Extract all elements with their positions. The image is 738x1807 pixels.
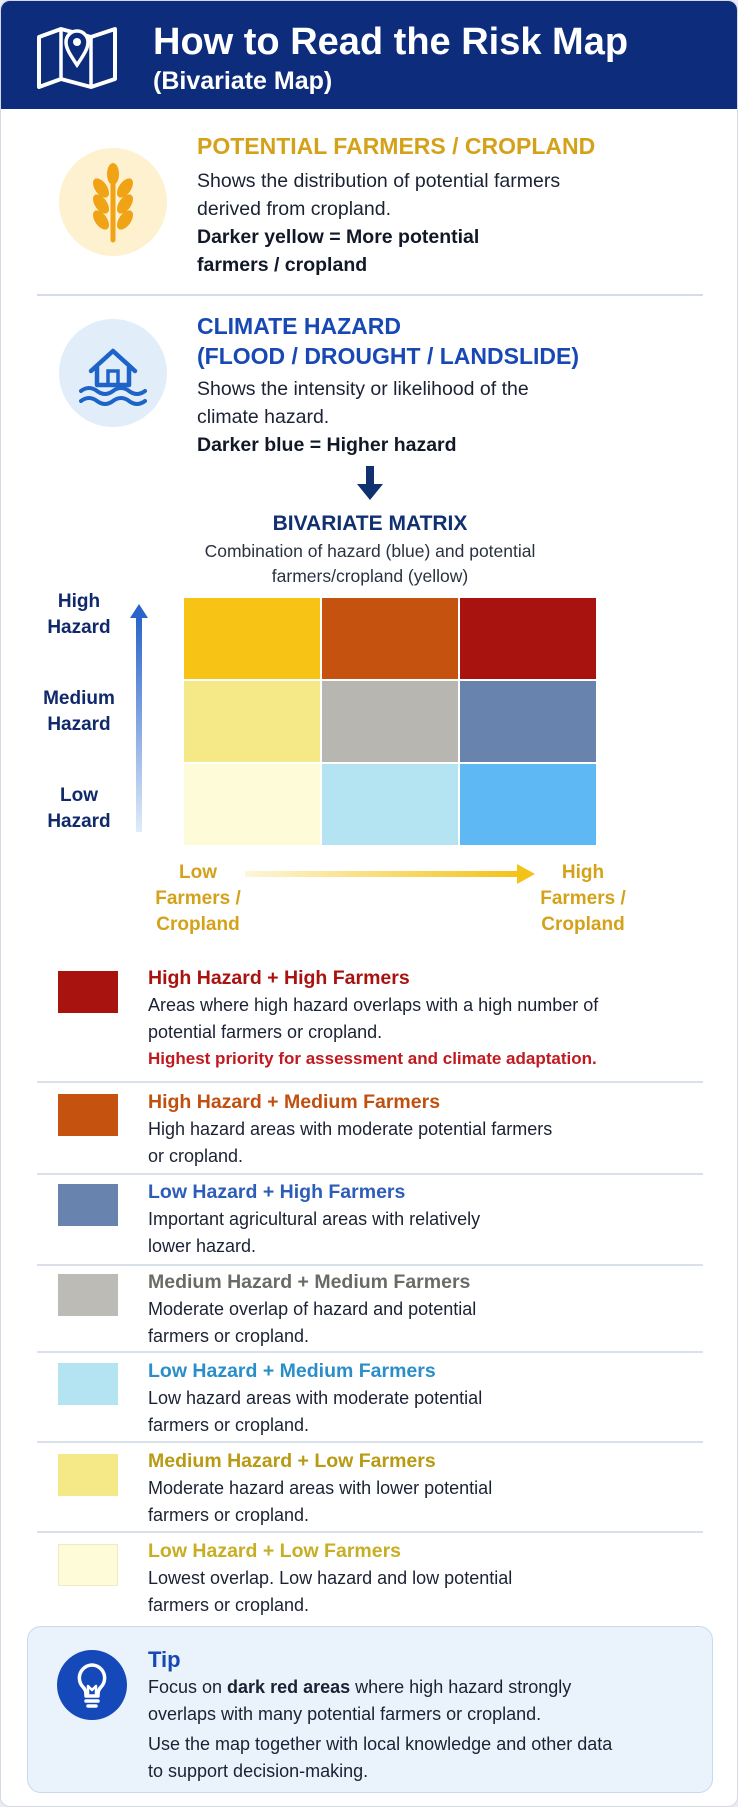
legend-description-line-2: potential farmers or cropland. [148,1022,383,1042]
matrix-cell-high-hazard-medium-farmers [322,598,458,679]
farmers-key-line-2: farmers / cropland [197,254,368,276]
tip-text: where high hazard strongly [350,1677,572,1697]
tip-line-1: Focus on dark red areas where high hazar… [148,1674,571,1701]
lightbulb-icon [77,1663,107,1708]
legend-title: High Hazard + High Farmers [148,967,410,989]
y-label-line: Hazard [47,617,111,638]
y-label-line: Hazard [47,811,111,832]
legend-divider [37,1173,703,1175]
y-label-high-hazard: High Hazard [31,589,127,641]
hazard-description-line-2: climate hazard. [197,406,330,428]
legend-swatch-high-hazard-high-farmers [58,971,118,1013]
x-label-line: High [561,862,605,883]
lightbulb-icon-badge [57,1650,127,1720]
matrix-cell-medium-hazard-high-farmers [460,681,596,762]
tip-title: Tip [148,1647,181,1672]
tip-text: Focus on [148,1677,228,1697]
legend-description-line-1: Areas where high hazard overlaps with a … [148,995,599,1015]
x-label-line: Low [179,862,217,883]
matrix-subtitle-line-2: farmers/cropland (yellow) [271,566,469,586]
y-label-line: Low [60,785,98,806]
x-label-line: Farmers / [540,888,626,909]
flood-house-icon-badge [59,319,167,427]
matrix-cell-high-hazard-high-farmers [460,598,596,679]
legend-swatch-medium-hazard-low-farmers [58,1454,118,1496]
hazard-description-line-1: Shows the intensity or likelihood of the [197,378,529,400]
legend-description-line-2: or cropland. [148,1146,244,1166]
x-label-line: Cropland [156,914,240,935]
x-label-low-farmers: Low Farmers / Cropland [138,860,258,938]
legend-description-line-1: Moderate overlap of hazard and potential [148,1299,477,1319]
tip-line-2: overlaps with many potential farmers or … [148,1704,542,1724]
page-title: How to Read the Risk Map [153,21,629,63]
legend-description-line-1: Lowest overlap. Low hazard and low poten… [148,1568,513,1588]
legend-description-line-1: Low hazard areas with moderate potential [148,1388,483,1408]
header-bar: How to Read the Risk Map (Bivariate Map) [1,1,737,109]
matrix-cell-high-hazard-low-farmers [184,598,320,679]
matrix-cell-low-hazard-low-farmers [184,764,320,845]
matrix-cell-medium-hazard-low-farmers [184,681,320,762]
flood-house-icon [79,348,147,406]
tip-line-4: to support decision-making. [148,1761,369,1781]
section-divider [37,294,703,296]
x-label-high-farmers: High Farmers / Cropland [523,860,643,938]
legend-title: Low Hazard + Low Farmers [148,1540,402,1562]
page-subtitle: (Bivariate Map) [153,67,333,95]
legend-divider [37,1441,703,1443]
legend-divider [37,1531,703,1533]
x-label-line: Farmers / [155,888,241,909]
legend-description-line-2: lower hazard. [148,1236,257,1256]
legend-divider [37,1351,703,1353]
legend-description-line-1: High hazard areas with moderate potentia… [148,1119,553,1139]
legend-description-line-1: Moderate hazard areas with lower potenti… [148,1478,493,1498]
legend-divider [37,1264,703,1266]
tip-line-3: Use the map together with local knowledg… [148,1734,613,1754]
legend-title: Low Hazard + High Farmers [148,1181,406,1203]
tip-highlight: dark red areas [227,1677,351,1697]
matrix-subtitle-line-1: Combination of hazard (blue) and potenti… [204,541,536,561]
legend-title: Medium Hazard + Low Farmers [148,1450,436,1472]
legend-swatch-low-hazard-low-farmers [58,1544,118,1586]
legend-description-line-2: farmers or cropland. [148,1326,310,1346]
legend-swatch-medium-hazard-medium-farmers [58,1274,118,1316]
map-pin-icon [37,27,117,89]
legend-description-line-2: farmers or cropland. [148,1415,310,1435]
legend-title: Low Hazard + Medium Farmers [148,1360,436,1382]
farmers-key-line-1: Darker yellow = More potential [197,226,480,248]
legend-swatch-high-hazard-medium-farmers [58,1094,118,1136]
legend-title: Medium Hazard + Medium Farmers [148,1271,471,1293]
arrow-down-icon [357,466,383,500]
hazard-section-title: CLIMATE HAZARD [197,313,401,339]
y-label-line: Hazard [47,714,111,735]
wheat-icon-badge [59,148,167,256]
legend-priority-note: Highest priority for assessment and clim… [148,1049,597,1068]
farmers-section-title: POTENTIAL FARMERS / CROPLAND [197,133,596,159]
matrix-cell-medium-hazard-medium-farmers [322,681,458,762]
matrix-cell-low-hazard-high-farmers [460,764,596,845]
legend-description-line-1: Important agricultural areas with relati… [148,1209,481,1229]
wheat-icon [93,163,133,243]
hazard-key-line: Darker blue = Higher hazard [197,434,457,456]
y-axis-arrow-icon [130,604,148,832]
x-label-line: Cropland [541,914,625,935]
y-label-medium-hazard: Medium Hazard [31,686,127,738]
farmers-description-line-2: derived from cropland. [197,198,392,220]
legend-description-line-2: farmers or cropland. [148,1595,310,1615]
hazard-section-subtitle: (FLOOD / DROUGHT / LANDSLIDE) [197,343,580,369]
tip-box [27,1626,713,1793]
y-label-low-hazard: Low Hazard [31,783,127,835]
x-axis-arrow-icon [245,864,535,884]
legend-swatch-low-hazard-high-farmers [58,1184,118,1226]
legend-swatch-low-hazard-medium-farmers [58,1363,118,1405]
legend-description-line-2: farmers or cropland. [148,1505,310,1525]
y-label-line: Medium [43,688,115,709]
legend-divider [37,1081,703,1083]
y-label-line: High [57,591,101,612]
farmers-description-line-1: Shows the distribution of potential farm… [197,170,561,192]
matrix-cell-low-hazard-medium-farmers [322,764,458,845]
matrix-title: BIVARIATE MATRIX [272,512,468,535]
legend-title: High Hazard + Medium Farmers [148,1091,441,1113]
